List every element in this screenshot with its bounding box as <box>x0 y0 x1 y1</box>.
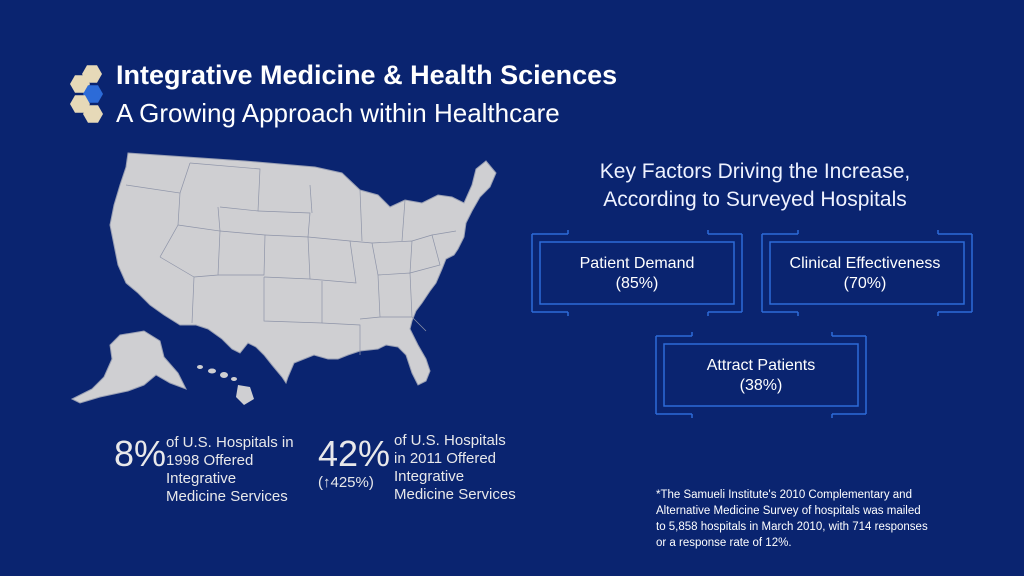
factor-attract-patients: Attract Patients (38%) <box>706 357 816 394</box>
factor-box-attract-patients <box>655 332 867 418</box>
stat-2011-description: of U.S. Hospitals in 2011 Offered Integr… <box>394 432 516 503</box>
page-subtitle: A Growing Approach within Healthcare <box>116 98 560 128</box>
stat-2011-change: (↑425%) <box>318 474 374 491</box>
us-map-illustration <box>70 152 497 405</box>
footnote: *The Samueli Institute's 2010 Complement… <box>656 489 928 549</box>
stat-1998-description: of U.S. Hospitals in 1998 Offered Integr… <box>166 434 294 505</box>
factor-box-clinical-effectiveness <box>761 230 973 316</box>
hexagon-cluster-icon <box>70 65 103 123</box>
stat-1998-value: 8% <box>114 433 167 474</box>
factors-heading: Key Factors Driving the Increase, Accord… <box>599 160 911 211</box>
factor-box-patient-demand <box>531 230 743 316</box>
stat-2011-value: 42% <box>318 433 391 474</box>
page-title: Integrative Medicine & Health Sciences <box>116 60 618 90</box>
factor-patient-demand: Patient Demand (85%) <box>579 255 695 292</box>
up-arrow-icon: ↑ <box>323 474 331 491</box>
factor-clinical-effectiveness: Clinical Effectiveness (70%) <box>789 255 941 292</box>
